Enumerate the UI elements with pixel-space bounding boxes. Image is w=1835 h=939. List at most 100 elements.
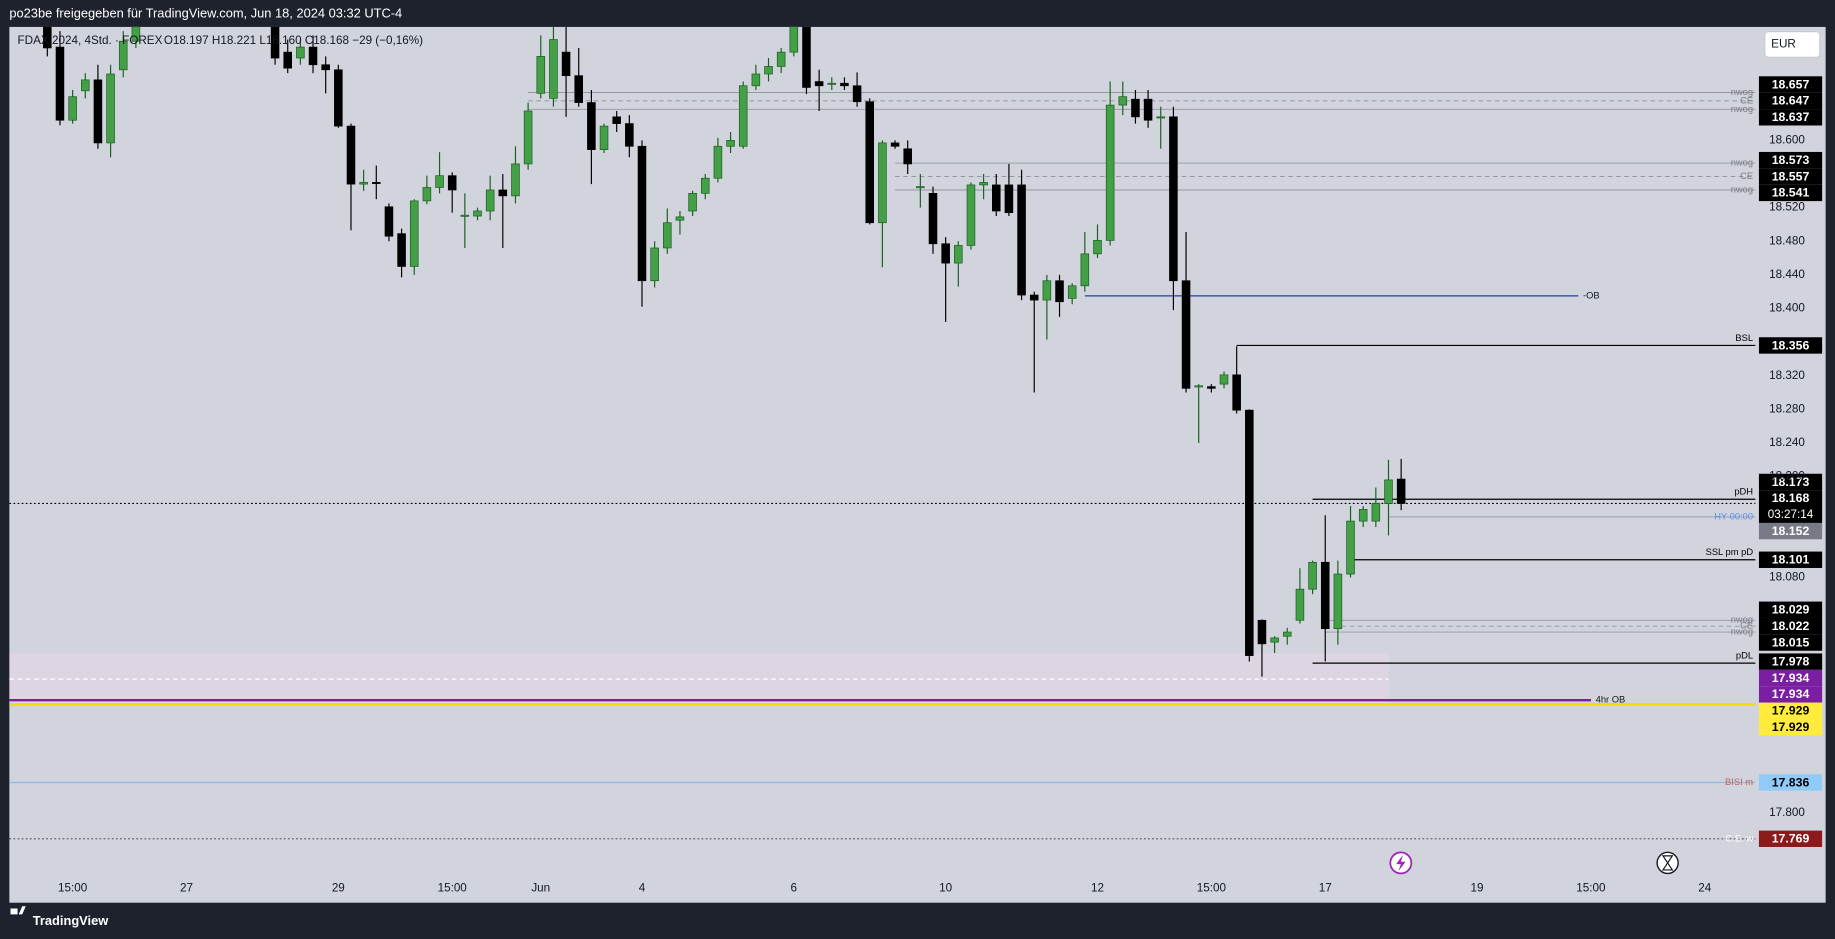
price-box <box>1758 617 1823 635</box>
y-tick-label: 18.600 <box>1769 133 1805 146</box>
price-box-label: 18.152 <box>1772 524 1810 538</box>
candle-body <box>549 39 558 99</box>
candle-body <box>511 163 520 197</box>
candle-body <box>954 245 963 264</box>
candle-body <box>1194 385 1203 388</box>
hourglass-glyph <box>1661 855 1674 871</box>
candle-body <box>321 64 330 71</box>
y-tick-label: 18.520 <box>1769 201 1805 214</box>
candle-body <box>700 177 710 194</box>
price-box-label: 18.101 <box>1772 553 1810 567</box>
candle-body <box>1371 503 1381 522</box>
candle-body <box>1017 184 1026 296</box>
currency-button[interactable] <box>1764 31 1821 58</box>
candle-body <box>776 51 786 67</box>
price-box-label: 17.929 <box>1772 704 1810 718</box>
candle-body <box>346 125 356 185</box>
candle-body <box>903 148 912 165</box>
zone-layer <box>9 653 1389 706</box>
y-tick-label: 18.320 <box>1769 369 1805 382</box>
price-box <box>1758 92 1823 110</box>
candle-body <box>473 210 482 217</box>
level-label: CE <box>1740 95 1753 105</box>
candle-body <box>764 66 773 75</box>
candle-body <box>1358 508 1368 522</box>
price-box <box>1758 76 1823 93</box>
plot-background <box>9 26 1826 903</box>
candle-body <box>726 140 735 147</box>
candle-body <box>485 189 495 212</box>
candle-body <box>688 192 697 212</box>
candle-body <box>1131 98 1140 118</box>
level-label: BSL <box>1735 333 1753 343</box>
candle-body <box>308 46 318 66</box>
price-box-label: 18.168 <box>1772 491 1810 505</box>
candle-body <box>359 182 368 185</box>
candle-body <box>802 26 811 88</box>
y-tick-label: 18.080 <box>1769 571 1805 584</box>
candle-body <box>599 125 609 150</box>
price-box <box>1758 653 1823 670</box>
price-box <box>1758 774 1823 791</box>
x-tick-label: 15:00 <box>58 882 88 895</box>
candle-body <box>878 142 887 224</box>
candle-body <box>131 26 141 42</box>
candle-body <box>1169 116 1178 282</box>
y-tick-label: 18.280 <box>1769 402 1805 415</box>
level-layer <box>9 92 1756 840</box>
ohlc-legend: O18.197 H18.221 L18.160 C18.168 −29 (−0,… <box>164 34 423 47</box>
price-box-label: 18.173 <box>1772 475 1810 489</box>
candle-body <box>422 187 432 202</box>
candle-body <box>447 175 457 191</box>
candle-body <box>1181 280 1191 389</box>
candle-body <box>1004 184 1014 214</box>
x-tick-label: 24 <box>1698 882 1711 895</box>
candle-body <box>814 81 824 87</box>
level-label: nwog <box>1731 104 1753 114</box>
candle-body <box>1093 240 1102 255</box>
x-tick-label: 15:00 <box>1576 882 1606 895</box>
candle-body <box>827 82 837 85</box>
candle-body <box>1320 561 1330 630</box>
candle-body <box>612 116 621 124</box>
candle-body <box>283 51 292 69</box>
x-tick-label: 19 <box>1471 882 1484 895</box>
candle-body <box>1232 374 1241 411</box>
candle-body <box>713 145 723 179</box>
x-tick-label: 29 <box>332 882 345 895</box>
candle-body <box>334 69 343 127</box>
candle-body <box>852 85 862 103</box>
x-tick-label: 10 <box>939 882 952 895</box>
price-box-label: 17.929 <box>1772 720 1810 734</box>
candle-body <box>650 247 659 282</box>
candle-body <box>966 184 976 246</box>
currency-label[interactable]: EUR <box>1771 38 1796 51</box>
price-box-label: 18.015 <box>1772 635 1810 649</box>
candle-body <box>1396 478 1406 504</box>
candle-body <box>840 82 849 87</box>
candle-body <box>43 26 52 49</box>
candle-body <box>1384 479 1393 504</box>
price-box-label: 18.541 <box>1772 186 1810 200</box>
candle-body <box>1055 280 1064 303</box>
level-label: pDL <box>1736 651 1753 661</box>
candle-body <box>1333 573 1343 630</box>
level-label: pDH <box>1734 487 1753 497</box>
candle-body <box>561 51 571 77</box>
x-tick-label: 17 <box>1319 882 1332 895</box>
candle-body <box>498 189 508 197</box>
candle-body <box>1257 619 1267 645</box>
price-box-label: 18.356 <box>1772 338 1810 352</box>
candle-body <box>865 101 875 224</box>
candle-body <box>928 192 938 245</box>
price-box-label: 17.978 <box>1772 654 1810 668</box>
price-box <box>1758 686 1823 703</box>
y-tick-label: 18.400 <box>1769 302 1805 315</box>
y-tick-label: 17.800 <box>1769 806 1805 819</box>
price-box <box>1758 184 1823 202</box>
y-tick-label: 18.480 <box>1769 234 1805 247</box>
price-box-label: 18.022 <box>1772 619 1810 633</box>
candle-body <box>637 145 647 282</box>
x-tick-label: 12 <box>1091 882 1104 895</box>
candle-body <box>106 73 115 144</box>
